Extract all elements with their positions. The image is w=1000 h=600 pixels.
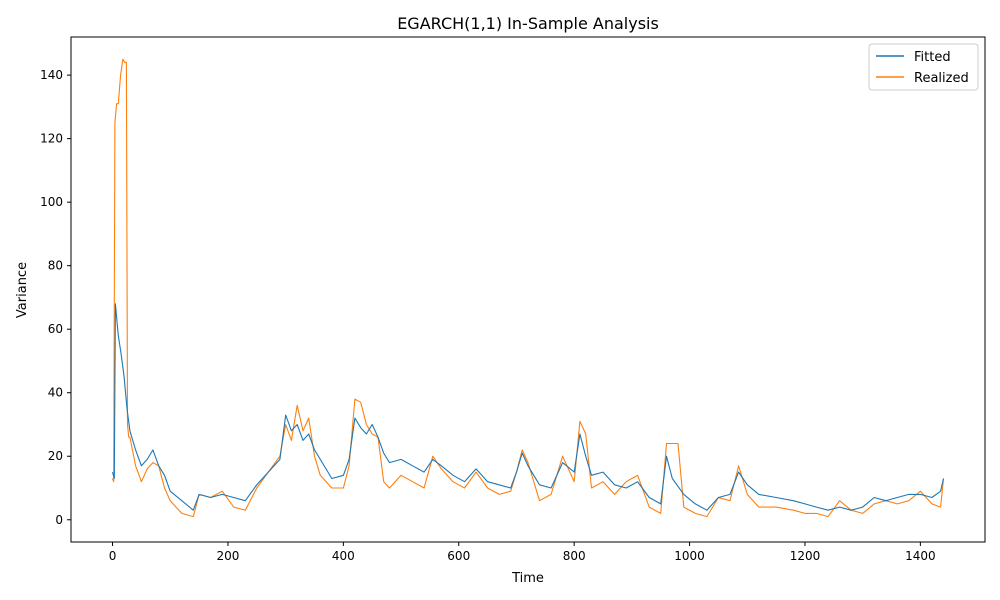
plot-area: [70, 36, 986, 543]
y-tick-label: 40: [48, 386, 63, 400]
y-tick-label: 100: [40, 195, 63, 209]
y-tick-label: 20: [48, 449, 63, 463]
x-tick-label: 400: [332, 549, 355, 563]
y-tick-label: 120: [40, 132, 63, 146]
chart-title: EGARCH(1,1) In-Sample Analysis: [397, 14, 659, 33]
x-axis: 0 200 400 600 800 1000 1200 1400: [109, 542, 936, 563]
y-tick-label: 80: [48, 259, 63, 273]
x-tick-label: 600: [447, 549, 470, 563]
x-tick-label: 200: [216, 549, 239, 563]
plot-frame: [70, 36, 986, 543]
series-layer: [111, 58, 945, 518]
x-tick-label: 0: [109, 549, 117, 563]
series-line-fitted: [111, 303, 945, 511]
legend-realized-label: Realized: [914, 71, 969, 86]
x-tick-label: 1200: [790, 549, 821, 563]
x-tick-label: 800: [563, 549, 586, 563]
legend: Fitted Realized: [868, 43, 979, 91]
x-tick-label: 1000: [674, 549, 705, 563]
x-tick-label: 1400: [905, 549, 936, 563]
y-tick-label: 140: [40, 68, 63, 82]
x-axis-label: Time: [511, 571, 544, 586]
y-axis-label: Variance: [15, 262, 30, 318]
y-axis: 0 20 40 60 80 100 120 140: [40, 68, 71, 527]
legend-fitted-label: Fitted: [914, 50, 951, 65]
y-tick-label: 0: [55, 513, 63, 527]
y-tick-label: 60: [48, 322, 63, 336]
